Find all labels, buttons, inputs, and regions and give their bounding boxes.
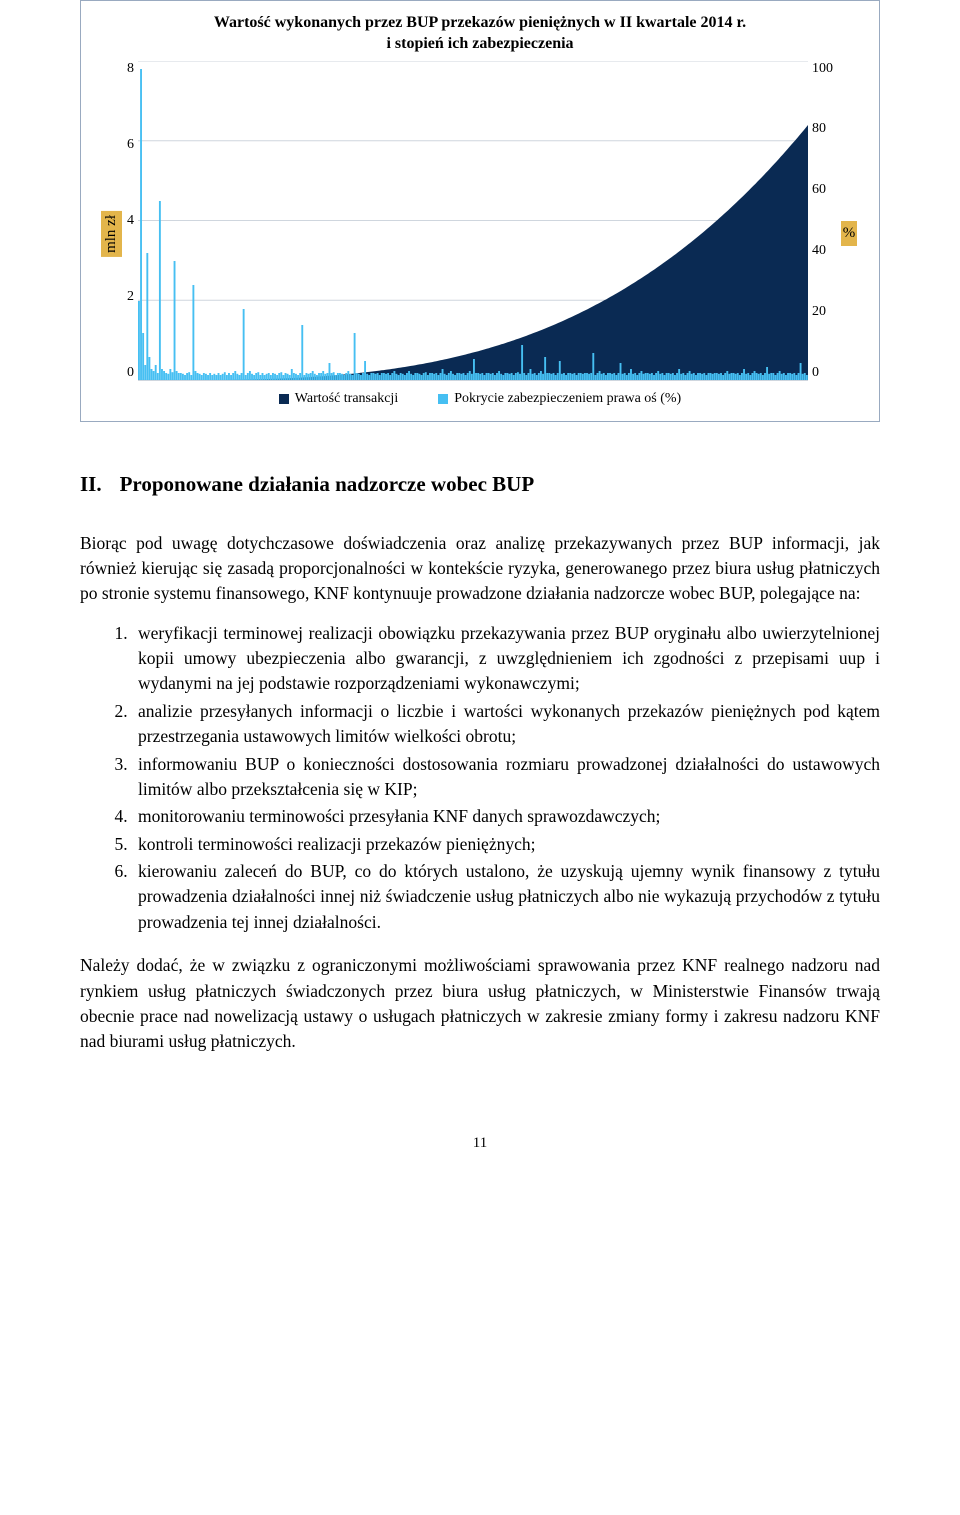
y-right-tick: 20 bbox=[812, 304, 833, 320]
y-right-tick: 0 bbox=[812, 365, 833, 381]
y-left-tick: 8 bbox=[127, 61, 134, 77]
list-item: kierowaniu zaleceń do BUP, co do których… bbox=[132, 859, 880, 935]
list-item: monitorowaniu terminowości przesyłania K… bbox=[132, 804, 880, 829]
legend-swatch bbox=[279, 394, 289, 404]
y-left-tick: 4 bbox=[127, 213, 134, 229]
legend-swatch bbox=[438, 394, 448, 404]
page-number: 11 bbox=[80, 1135, 880, 1152]
y-right-axis-label: % bbox=[837, 61, 861, 407]
y-left-tick: 0 bbox=[127, 365, 134, 381]
y-left-ticks: 8 6 4 2 0 bbox=[123, 61, 138, 381]
intro-paragraph: Biorąc pod uwagę dotychczasowe doświadcz… bbox=[80, 531, 880, 607]
legend-label: Pokrycie zabezpieczeniem prawa oś (%) bbox=[454, 391, 681, 407]
list-item: weryfikacji terminowej realizacji obowią… bbox=[132, 621, 880, 697]
legend-item: Pokrycie zabezpieczeniem prawa oś (%) bbox=[438, 391, 681, 407]
chart-title-line2: i stopień ich zabezpieczenia bbox=[386, 35, 573, 52]
list-item: informowaniu BUP o konieczności dostosow… bbox=[132, 752, 880, 803]
list-item: kontroli terminowości realizacji przekaz… bbox=[132, 832, 880, 857]
chart-legend: Wartość transakcji Pokrycie zabezpieczeni… bbox=[123, 391, 837, 407]
closing-paragraph: Należy dodać, że w związku z ograniczony… bbox=[80, 953, 880, 1055]
legend-item: Wartość transakcji bbox=[279, 391, 398, 407]
y-left-tick: 2 bbox=[127, 289, 134, 305]
y-left-axis-label: mln zł bbox=[99, 61, 123, 407]
legend-label: Wartość transakcji bbox=[295, 391, 398, 407]
y-right-tick: 100 bbox=[812, 61, 833, 77]
y-right-ticks: 100 80 60 40 20 0 bbox=[808, 61, 837, 381]
chart-title: Wartość wykonanych przez BUP przekazów p… bbox=[99, 13, 861, 55]
section-title: Proponowane działania nadzorcze wobec BU… bbox=[120, 472, 535, 497]
numbered-list: weryfikacji terminowej realizacji obowią… bbox=[80, 621, 880, 936]
y-right-tick: 40 bbox=[812, 243, 833, 259]
y-left-tick: 6 bbox=[127, 137, 134, 153]
section-heading: II. Proponowane działania nadzorcze wobe… bbox=[80, 472, 880, 497]
chart-container: Wartość wykonanych przez BUP przekazów p… bbox=[80, 0, 880, 422]
list-item: analizie przesyłanych informacji o liczb… bbox=[132, 699, 880, 750]
y-right-tick: 80 bbox=[812, 121, 833, 137]
section-number: II. bbox=[80, 472, 102, 497]
chart-title-line1: Wartość wykonanych przez BUP przekazów p… bbox=[214, 14, 746, 31]
y-right-tick: 60 bbox=[812, 182, 833, 198]
chart-plot bbox=[138, 61, 808, 381]
